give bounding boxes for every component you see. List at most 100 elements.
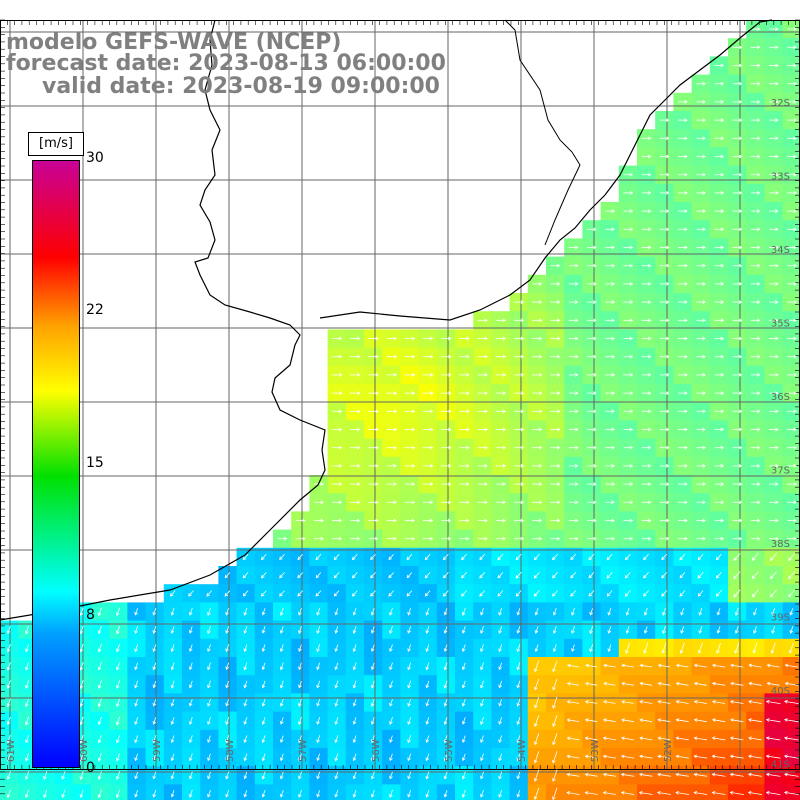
wind-arrow-head: [207, 684, 211, 689]
wind-arrow: [98, 607, 102, 616]
wind-arrow: [553, 607, 557, 616]
wind-arrow-head: [684, 536, 688, 541]
wind-arrow: [171, 698, 175, 707]
wind-arrow-head: [447, 518, 452, 523]
forecast-date: forecast date: 2023-08-13 06:00:00: [6, 51, 446, 76]
wind-arrow-head: [556, 263, 561, 268]
wind-arrow: [225, 735, 230, 743]
wind-arrow-head: [334, 757, 339, 762]
wind-arrow: [751, 589, 759, 598]
wind-arrow: [585, 701, 598, 704]
wind-arrow: [371, 662, 375, 670]
wind-arrow: [766, 719, 781, 723]
wind-cell: [455, 547, 474, 567]
wind-speed-field: [0, 20, 800, 800]
wind-arrow-head: [556, 482, 561, 486]
wind-arrow-head: [720, 227, 725, 232]
wind-arrow: [98, 662, 102, 671]
wind-arrow-head: [611, 300, 615, 304]
wind-arrow: [153, 699, 157, 706]
wind-arrow: [444, 644, 448, 652]
wind-arrow: [189, 626, 193, 634]
wind-arrow: [371, 789, 375, 798]
wind-arrow-head: [502, 336, 507, 341]
wind-arrow-head: [411, 500, 415, 505]
wind-arrow-head: [393, 373, 398, 377]
wind-arrow-head: [697, 574, 702, 579]
longitude-label: 58W: [225, 739, 236, 762]
wind-arrow: [730, 701, 744, 704]
wind-cell: [564, 584, 583, 603]
wind-cell: [709, 566, 729, 585]
wind-arrow: [588, 553, 595, 561]
wind-arrow-head: [502, 518, 507, 523]
wind-arrow: [407, 753, 412, 761]
wind-arrow: [407, 680, 412, 688]
wind-arrow-head: [730, 718, 734, 722]
wind-arrow-head: [620, 772, 625, 777]
wind-cell: [309, 547, 329, 567]
wind-arrow-head: [720, 245, 725, 250]
wind-arrow: [784, 755, 799, 759]
wind-arrow-head: [480, 721, 484, 726]
wind-arrow: [567, 737, 580, 741]
wind-arrow-head: [484, 427, 489, 432]
wind-arrow-head: [261, 703, 266, 707]
wind-arrow-head: [356, 336, 361, 341]
wind-arrow: [207, 625, 211, 634]
wind-arrow-head: [498, 666, 502, 671]
wind-arrow-head: [625, 650, 629, 654]
wind-arrow-head: [684, 482, 688, 486]
wind-arrow-head: [665, 482, 670, 486]
wind-arrow-head: [370, 574, 374, 579]
wind-cell: [618, 566, 638, 585]
wind-arrow-head: [775, 373, 779, 377]
wind-arrow-head: [784, 772, 788, 777]
wind-cell: [673, 584, 693, 603]
wind-arrow-head: [684, 500, 688, 505]
wind-arrow-head: [515, 574, 520, 579]
wind-arrow-head: [461, 739, 466, 743]
wind-arrow-head: [116, 685, 120, 689]
wind-arrow-head: [534, 741, 538, 746]
wind-arrow-head: [666, 227, 670, 232]
wind-arrow: [675, 792, 690, 795]
longitude-label: 53W: [590, 739, 601, 762]
wind-arrow-head: [516, 757, 521, 762]
wind-arrow-head: [461, 648, 466, 653]
wind-arrow-head: [552, 705, 556, 709]
wind-arrow-head: [538, 336, 543, 341]
wind-arrow-head: [557, 391, 561, 395]
wind-arrow-head: [502, 354, 507, 359]
wind-arrow-head: [730, 700, 734, 704]
wind-arrow-head: [370, 556, 374, 561]
wind-cell: [418, 584, 438, 603]
wind-arrow: [444, 790, 448, 797]
wind-arrow: [534, 678, 540, 690]
wind-arrow: [657, 773, 671, 777]
wind-arrow-head: [665, 373, 670, 377]
wind-cell: [546, 566, 565, 585]
wind-arrow-head: [170, 775, 175, 780]
wind-arrow-head: [134, 793, 138, 798]
wind-arrow-head: [242, 592, 247, 597]
wind-arrow-head: [516, 684, 521, 689]
wind-cell: [236, 547, 256, 567]
wind-arrow-head: [720, 63, 725, 68]
wind-arrow-head: [429, 518, 434, 523]
wind-arrow: [585, 664, 598, 668]
wind-arrow: [571, 607, 575, 616]
wind-cell: [163, 584, 183, 603]
wind-arrow: [570, 553, 576, 560]
wind-arrow-head: [243, 793, 248, 798]
wind-arrow: [585, 773, 598, 777]
wind-arrow: [371, 626, 375, 634]
wind-arrow-head: [666, 154, 670, 159]
wind-arrow-head: [375, 336, 379, 341]
wind-arrow-head: [170, 757, 175, 762]
wind-arrow-head: [775, 336, 779, 341]
wind-arrow-head: [775, 318, 779, 323]
wind-arrow: [608, 607, 612, 616]
wind-cell: [491, 547, 511, 567]
wind-arrow: [534, 733, 540, 745]
